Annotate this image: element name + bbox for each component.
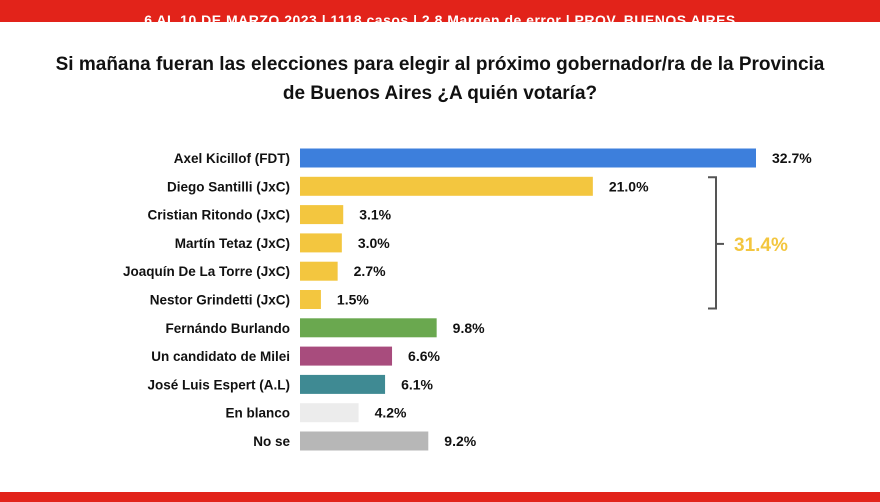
bar <box>300 233 342 253</box>
footer-banner <box>0 492 880 502</box>
value-label: 32.7% <box>772 150 812 166</box>
bar <box>300 290 321 309</box>
bar <box>300 318 437 338</box>
bar <box>300 346 393 366</box>
category-label: Joaquín De La Torre (JxC) <box>123 264 290 279</box>
bar <box>300 261 338 281</box>
value-label: 1.5% <box>337 292 369 308</box>
category-label: Un candidato de Milei <box>151 349 290 364</box>
group-bracket <box>708 176 717 310</box>
category-label: José Luis Espert (A.L) <box>147 377 290 392</box>
bar <box>300 431 429 451</box>
value-label: 9.8% <box>453 320 485 336</box>
category-label: Axel Kicillof (FDT) <box>174 151 290 166</box>
category-label: No se <box>253 434 290 449</box>
value-label: 4.2% <box>375 405 407 421</box>
bar <box>300 205 344 225</box>
group-total-label: 31.4% <box>734 235 788 256</box>
bar <box>300 374 386 394</box>
value-label: 3.0% <box>358 235 390 251</box>
category-label: Nestor Grindetti (JxC) <box>150 293 290 308</box>
question-line-2: de Buenos Aires ¿A quién votaría? <box>282 83 598 104</box>
value-label: 6.6% <box>408 348 440 364</box>
category-label: Fernándo Burlando <box>166 321 291 336</box>
value-label: 2.7% <box>354 263 386 279</box>
value-label: 9.2% <box>444 433 476 449</box>
survey-question: Si mañana fueran las elecciones para ele… <box>0 50 880 108</box>
category-label: Martín Tetaz (JxC) <box>175 236 290 251</box>
header-banner: 6 AL 10 DE MARZO 2023 | 1118 casos | 2,8… <box>0 0 880 22</box>
value-label: 3.1% <box>359 207 391 223</box>
category-label: En blanco <box>225 406 290 421</box>
category-label: Cristian Ritondo (JxC) <box>147 208 290 223</box>
value-label: 21.0% <box>609 178 649 194</box>
bar <box>300 176 593 196</box>
category-label: Diego Santilli (JxC) <box>167 179 290 194</box>
question-line-1: Si mañana fueran las elecciones para ele… <box>55 54 825 75</box>
value-label: 6.1% <box>401 376 433 392</box>
header-banner-text: 6 AL 10 DE MARZO 2023 | 1118 casos | 2,8… <box>144 12 736 22</box>
bar <box>300 403 359 423</box>
bar <box>300 148 756 168</box>
